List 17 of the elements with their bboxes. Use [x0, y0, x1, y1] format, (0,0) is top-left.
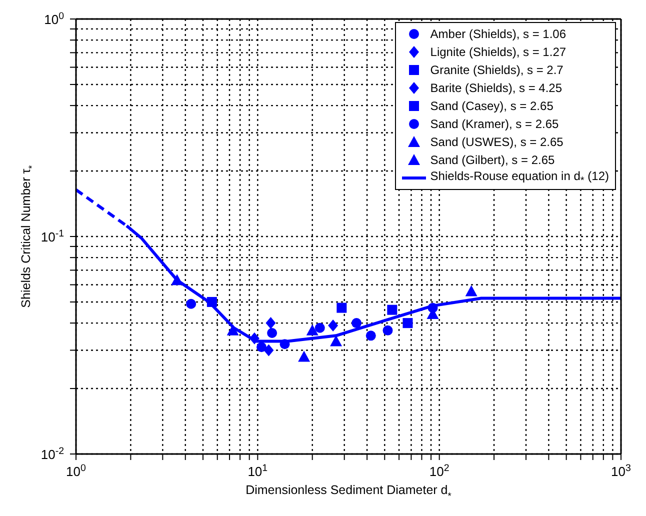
legend-label: Lignite (Shields), s = 1.27 [430, 45, 566, 59]
legend-label: Amber (Shields), s = 1.06 [430, 27, 566, 41]
x-tick-label: 10$^{1}$ [248, 462, 268, 479]
x-axis-title: Dimensionless Sediment Diameter d$_{*}$ [246, 483, 452, 501]
y-tick-label: 10$^{-2}$ [40, 446, 64, 462]
legend-label: Sand (Kramer), s = 2.65 [430, 117, 559, 131]
legend-label: Sand (USWES), s = 2.65 [430, 135, 564, 149]
y-tick-label: 10$^{0}$ [44, 10, 65, 27]
y-tick-label: 10$^{-1}$ [40, 228, 64, 244]
legend-label: Granite (Shields), s = 2.7 [430, 63, 564, 77]
x-tick-label: 10$^{3}$ [611, 462, 631, 479]
legend-label: Sand (Gilbert), s = 2.65 [430, 153, 555, 167]
legend-label: Barite (Shields), s = 4.25 [430, 81, 562, 95]
legend-label: Sand (Casey), s = 2.65 [430, 99, 554, 113]
x-tick-label: 10$^{0}$ [66, 462, 87, 479]
x-tick-label: 10$^{2}$ [429, 462, 450, 479]
legend-label: Shields-Rouse equation in d$_{*}$ (12) [430, 169, 609, 187]
